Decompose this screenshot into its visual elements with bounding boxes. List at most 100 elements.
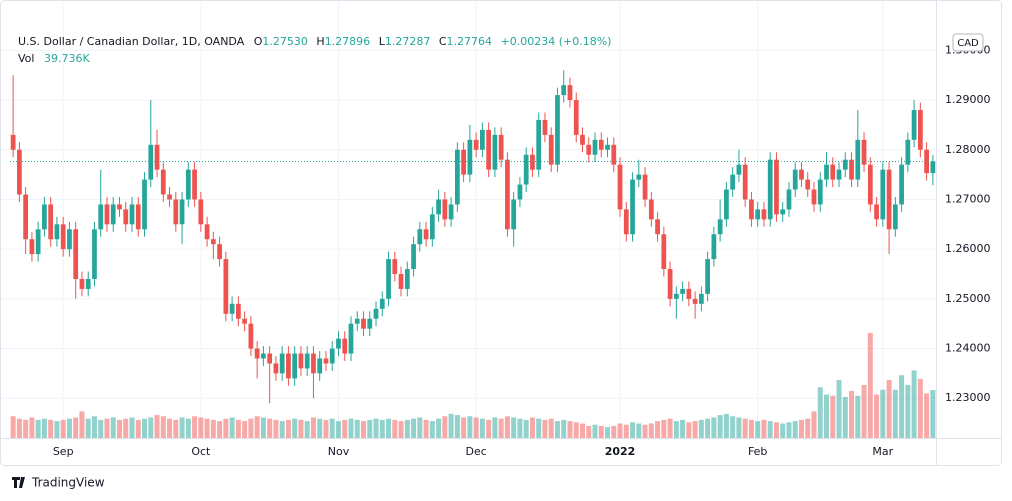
volume-bar xyxy=(192,416,198,438)
candle-body xyxy=(911,110,917,140)
candle-body xyxy=(23,194,29,240)
volume-bar xyxy=(836,380,842,438)
volume-bar xyxy=(398,421,404,438)
volume-bar xyxy=(41,418,47,438)
volume-bar xyxy=(317,418,323,438)
volume-bar xyxy=(310,417,316,438)
candle-body xyxy=(367,318,373,329)
candle-body xyxy=(142,179,147,230)
candle-body xyxy=(248,323,254,349)
volume-bar xyxy=(66,418,72,438)
volume-bar xyxy=(511,417,517,438)
volume-bar xyxy=(273,419,279,438)
volume-bar xyxy=(210,419,216,438)
volume-bar xyxy=(686,422,692,438)
candle-body xyxy=(135,204,141,230)
volume-bar xyxy=(285,419,291,438)
volume-bar xyxy=(874,394,880,438)
volume-bar xyxy=(348,418,354,438)
candle-body xyxy=(598,139,604,150)
currency-label: CAD xyxy=(957,38,979,49)
candle-body xyxy=(811,189,817,205)
candle-body xyxy=(29,239,35,255)
ohlc-value: 1.27896 xyxy=(325,35,371,48)
candle-body xyxy=(780,209,786,215)
candle-body xyxy=(480,129,485,150)
candle-body xyxy=(223,259,229,314)
y-tick-label: 1.27000 xyxy=(945,192,991,205)
candle-body xyxy=(774,159,779,215)
volume-bar xyxy=(135,419,141,438)
candle-body xyxy=(148,144,154,180)
volume-bar xyxy=(335,421,341,438)
volume-bar xyxy=(373,418,379,438)
volume-bar xyxy=(479,418,485,438)
change-value: +0.00234 (+0.18%) xyxy=(501,35,612,48)
volume-bar xyxy=(924,393,930,438)
volume-bar xyxy=(792,421,798,438)
candle-body xyxy=(767,159,773,220)
candle-body xyxy=(210,239,216,245)
candle-body xyxy=(98,204,104,230)
symbol-title: U.S. Dollar / Canadian Dollar, 1D, OANDA xyxy=(18,35,245,48)
brand-logo xyxy=(12,477,25,488)
candle-body xyxy=(423,229,429,240)
volume-bar xyxy=(830,395,836,438)
ohlc-key: L xyxy=(379,35,386,48)
volume-bar xyxy=(611,425,617,438)
candle-body xyxy=(110,204,116,225)
x-tick-label: Oct xyxy=(191,445,211,458)
candle-body xyxy=(561,85,567,96)
volume-bar xyxy=(436,418,442,438)
volume-bar xyxy=(217,421,223,438)
volume-bar xyxy=(705,418,711,438)
candle-body xyxy=(473,139,479,150)
volume-bar xyxy=(429,421,435,438)
candle-body xyxy=(930,161,936,174)
candle-body xyxy=(623,209,629,235)
candle-body xyxy=(892,204,898,230)
volume-bar xyxy=(755,421,761,438)
volume-bar xyxy=(561,419,567,438)
candle-body xyxy=(742,164,748,200)
candle-body xyxy=(486,129,492,170)
candle-body xyxy=(536,119,542,170)
volume-bar xyxy=(717,415,723,438)
volume-bar xyxy=(523,419,529,438)
candle-body xyxy=(429,214,435,240)
volume-bar xyxy=(867,333,873,438)
volume-bar xyxy=(167,418,173,438)
candle-body xyxy=(167,194,172,200)
candle-body xyxy=(705,259,711,294)
volume-bar xyxy=(379,419,385,438)
volume-bar xyxy=(667,418,673,438)
volume-bar xyxy=(473,417,479,438)
candle-body xyxy=(261,353,266,359)
volume-bar xyxy=(911,370,917,438)
candle-body xyxy=(229,303,235,314)
volume-bar xyxy=(554,421,560,438)
volume-bar xyxy=(773,422,779,438)
y-tick-label: 1.26000 xyxy=(945,242,991,255)
candle-body xyxy=(555,95,560,165)
candle-body xyxy=(849,159,854,180)
candle-body xyxy=(698,293,704,304)
volume-bar xyxy=(698,419,704,438)
volume-bar xyxy=(880,389,886,438)
candle-body xyxy=(755,209,761,220)
candle-body xyxy=(60,224,66,250)
volume-bar xyxy=(798,419,804,438)
volume-bar xyxy=(636,423,642,438)
candle-body xyxy=(273,363,279,374)
candle-body xyxy=(123,209,129,225)
candle-body xyxy=(886,169,892,230)
candle-body xyxy=(724,189,729,220)
volume-bar xyxy=(742,418,748,438)
candle-body xyxy=(580,134,585,145)
candle-body xyxy=(548,134,554,165)
volume-bar xyxy=(160,416,166,438)
candle-body xyxy=(67,229,72,250)
volume-bar xyxy=(692,421,698,438)
volume-bar xyxy=(573,422,579,438)
volume-bar xyxy=(855,395,861,438)
